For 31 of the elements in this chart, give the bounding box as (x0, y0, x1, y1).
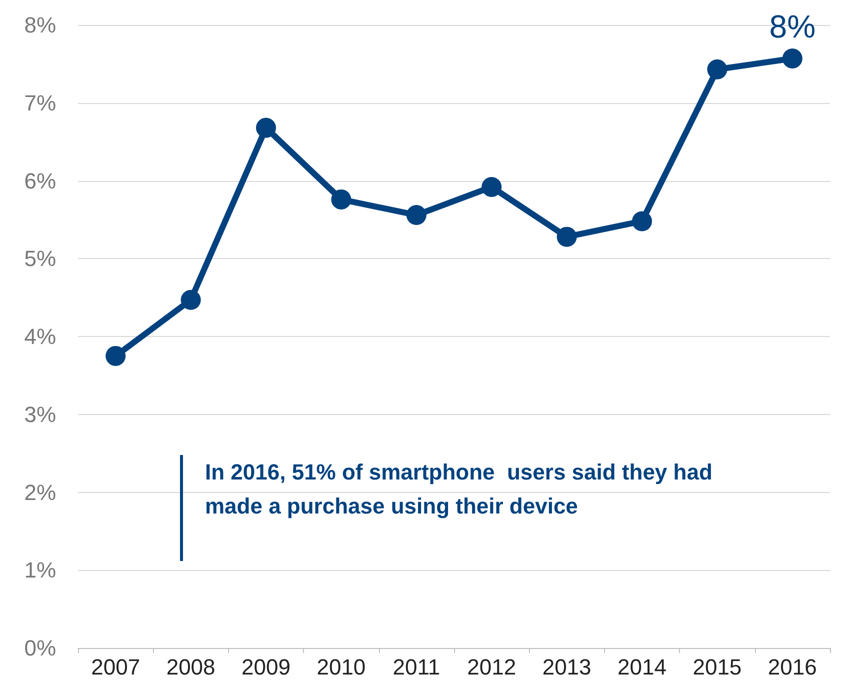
point (256, 118, 276, 138)
x-tick-label: 2009 (242, 654, 290, 680)
x-tick-label: 2011 (392, 654, 440, 680)
x-tick-label: 2012 (467, 654, 516, 680)
y-tick-label: 3% (24, 402, 56, 427)
annotation: In 2016, 51% of smartphone users said they had made a purchase using their device (205, 460, 719, 518)
y-tick-label: 5% (24, 246, 56, 272)
data-label: 8% (769, 8, 816, 44)
x-tick-label: 2013 (542, 654, 592, 680)
y-tick-label: 1% (24, 558, 56, 583)
y-tick-label: 6% (24, 168, 56, 194)
point (782, 48, 802, 68)
point (180, 290, 201, 310)
x-tick-label: 2015 (692, 654, 742, 680)
point (331, 189, 352, 210)
point (632, 211, 652, 232)
x-tick-label: 2014 (618, 654, 666, 680)
x-tick-label: 2008 (166, 654, 216, 680)
x-tick-label: 2016 (768, 654, 817, 680)
point (106, 346, 126, 366)
point (707, 59, 728, 80)
y-tick-label: 4% (24, 324, 56, 349)
point (482, 176, 502, 197)
x-tick-label: 2007 (91, 654, 140, 680)
point (406, 205, 426, 226)
y-tick-label: 2% (24, 480, 56, 505)
x-tick-label: 2010 (316, 654, 366, 680)
y-tick-label: 0% (24, 636, 56, 660)
y-tick-label: 7% (24, 90, 56, 116)
point (556, 226, 577, 247)
y-tick-label: 8% (24, 12, 56, 38)
